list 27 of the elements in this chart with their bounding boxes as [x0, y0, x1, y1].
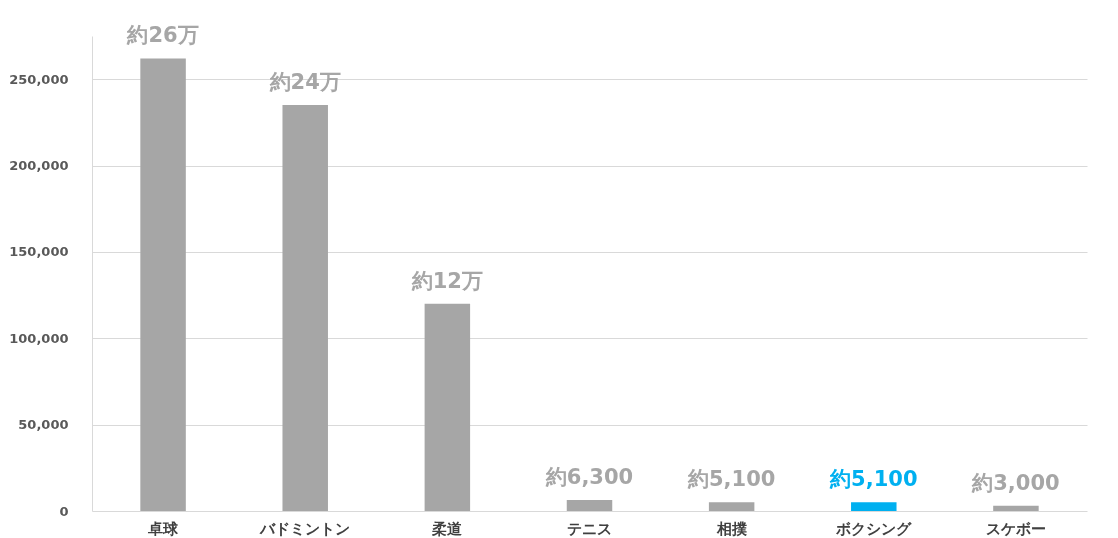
bar	[282, 105, 328, 511]
x-tick-label: 卓球	[147, 519, 180, 538]
x-tick-label: テニス	[567, 519, 612, 538]
y-tick-label: 250,000	[9, 71, 69, 87]
y-tick-label: 200,000	[9, 158, 69, 174]
data-label: 約26万	[126, 23, 199, 48]
data-label: 約24万	[268, 70, 341, 95]
x-tick-label: ボクシング	[835, 519, 913, 538]
bar	[566, 500, 613, 511]
y-tick-label: 100,000	[9, 330, 69, 346]
data-label: 約5,100	[686, 467, 776, 492]
x-tick-label: スケボー	[985, 519, 1046, 538]
bar	[851, 502, 897, 511]
data-label: 約12万	[410, 268, 483, 293]
data-label: 約3,000	[971, 470, 1060, 495]
bar	[708, 502, 755, 511]
bar	[993, 505, 1039, 511]
x-tick-label: 柔道	[431, 519, 464, 538]
bar	[140, 58, 186, 511]
data-label: 約5,100	[829, 467, 918, 492]
x-tick-label: バドミントン	[259, 519, 351, 538]
x-tick-label: 相撲	[715, 519, 748, 538]
y-tick-label: 50,000	[18, 417, 69, 433]
y-tick-label: 150,000	[9, 244, 69, 260]
y-tick-label: 0	[59, 503, 69, 519]
data-label: 約6,300	[544, 465, 634, 490]
bar	[424, 303, 471, 511]
